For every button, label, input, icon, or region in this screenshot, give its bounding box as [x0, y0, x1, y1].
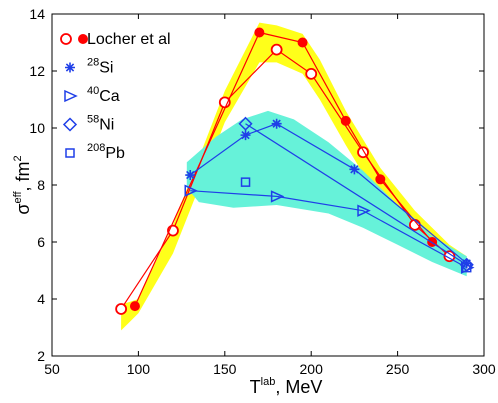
- x-tick-label-0: 50: [44, 361, 60, 377]
- x-axis-label-main: T: [250, 377, 261, 397]
- legend-label-sup-4: 208: [87, 142, 105, 154]
- legend-item-2: 40Ca: [64, 85, 120, 105]
- data-point-40ca-triangle-right-2: [357, 204, 371, 217]
- legend-item-0: Locher et al: [60, 31, 171, 48]
- legend-label-0: Locher et al: [87, 31, 171, 48]
- legend-label-4: 208Pb: [87, 142, 125, 162]
- data-point-28si-asterisk-2: [271, 118, 282, 129]
- x-tick-label-4: 250: [386, 361, 410, 377]
- x-tick-label-3: 200: [300, 361, 324, 377]
- data-point-28si-asterisk-1: [240, 130, 251, 141]
- legend-marker-filled-circle: [78, 34, 88, 44]
- data-point-28si-asterisk-3: [349, 164, 360, 175]
- legend-label-1: 28Si: [87, 57, 113, 77]
- y-axis-label-sup: eff: [12, 191, 24, 204]
- series-line-40ca-triangle-right: [190, 190, 467, 269]
- data-point-locher-et-al-circle-filled-2: [297, 37, 308, 48]
- legend-marker-2: [64, 89, 78, 103]
- data-point-locher-et-al-circle-filled-0: [129, 301, 140, 312]
- data-series: [115, 27, 475, 315]
- x-axis-label-sup: lab: [261, 376, 276, 388]
- y-axis-label-rest: , fm: [13, 161, 33, 191]
- series-line-58ni-diamond: [245, 123, 468, 266]
- data-point-locher-et-al-circle-open-7: [443, 250, 456, 263]
- legend-label-text-3: Ni: [99, 117, 114, 134]
- x-tick-label-5: 300: [472, 361, 496, 377]
- y-axis-label-sup2: 2: [12, 155, 24, 161]
- data-point-58ni-diamond-1: [459, 257, 474, 272]
- data-point-locher-et-al-circle-filled-1: [254, 27, 265, 38]
- y-axis-label: σeff, fm2: [12, 155, 33, 214]
- legend-marker-3: [62, 117, 78, 132]
- series-208pb-square: [240, 177, 472, 273]
- y-tick-label-3: 8: [37, 177, 45, 193]
- y-tick-label-2: 6: [37, 234, 45, 250]
- x-tick-label-2: 150: [213, 361, 237, 377]
- x-axis-label: Tlab, MeV: [250, 376, 323, 397]
- x-axis-label-rest: , MeV: [275, 377, 322, 397]
- legend-marker-open-circle: [60, 33, 72, 45]
- data-point-locher-et-al-circle-open-4: [305, 67, 318, 80]
- series-locher-et-al-circle-filled: [129, 27, 438, 312]
- data-point-40ca-triangle-right-0: [184, 184, 199, 197]
- legend-label-text-4: Pb: [105, 145, 125, 162]
- data-point-locher-et-al-circle-filled-3: [340, 115, 351, 126]
- series-line-locher-et-al-circle-filled: [134, 31, 433, 307]
- data-point-208pb-square-1: [461, 262, 472, 273]
- legend-label-text-2: Ca: [99, 88, 120, 105]
- legend-marker-1: [65, 62, 75, 73]
- data-point-locher-et-al-circle-open-3: [270, 43, 283, 56]
- data-point-58ni-diamond-0: [238, 116, 253, 131]
- series-58ni-diamond: [238, 116, 474, 272]
- legend-label-text-1: Si: [99, 60, 113, 77]
- y-tick-label-4: 10: [29, 120, 45, 136]
- data-point-28si-asterisk-0: [185, 170, 196, 181]
- data-point-locher-et-al-circle-filled-4: [375, 174, 386, 185]
- legend-label-2: 40Ca: [87, 85, 120, 105]
- legend-label-sup-1: 28: [87, 57, 99, 69]
- y-tick-label-0: 2: [37, 348, 45, 364]
- legend-label-sup-3: 58: [87, 114, 99, 126]
- data-point-40ca-triangle-right-1: [270, 190, 285, 203]
- legend-marker-4: [65, 148, 75, 158]
- axis-ticks: 50 100 150 200 250 300 2 4 6 8 10 12 14: [29, 6, 495, 377]
- legend-item-1: 28Si: [65, 57, 113, 77]
- y-axis-label-main: σ: [13, 204, 33, 215]
- x-tick-label-1: 100: [127, 361, 151, 377]
- data-point-locher-et-al-circle-open-0: [115, 303, 128, 315]
- confidence-bands: [121, 22, 467, 331]
- y-tick-label-5: 12: [29, 63, 45, 79]
- cyan-band: [186, 110, 467, 277]
- legend-label-sup-2: 40: [87, 85, 99, 97]
- data-point-locher-et-al-circle-open-2: [218, 96, 231, 109]
- legend-label-3: 58Ni: [87, 114, 114, 134]
- legend-item-4: 208Pb: [65, 142, 125, 162]
- y-tick-label-1: 4: [37, 291, 45, 307]
- y-tick-label-6: 14: [29, 6, 45, 22]
- data-point-208pb-square-0: [240, 177, 251, 187]
- legend-item-3: 58Ni: [62, 114, 114, 134]
